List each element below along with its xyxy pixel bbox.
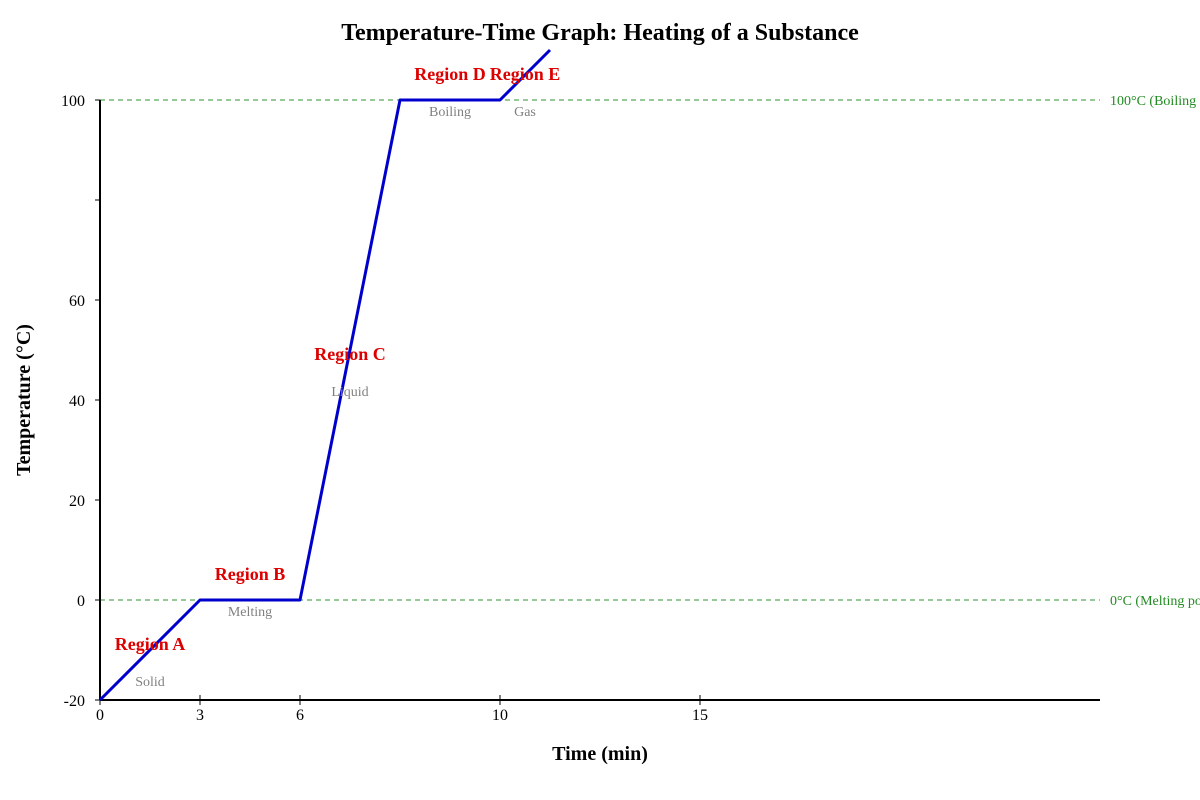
phase-label: Gas [514, 105, 536, 120]
region-label: Region B [215, 564, 286, 584]
reference-line-label: 0°C (Melting po [1110, 594, 1200, 609]
region-label: Region A [115, 634, 186, 654]
x-tick-label: 6 [296, 707, 304, 724]
y-tick-label: 100 [61, 93, 85, 110]
phase-label: Liquid [331, 385, 368, 400]
phase-label: Melting [228, 605, 272, 620]
x-axis-ticks: 0 3 6 10 15 [96, 695, 708, 724]
data-series [98, 48, 552, 702]
x-tick-label: 0 [96, 707, 104, 724]
phase-label: Solid [135, 675, 165, 690]
y-axis-ticks: -20 0 20 40 60 100 [61, 93, 100, 710]
x-tick-label: 15 [692, 707, 708, 724]
chart-title: Temperature-Time Graph: Heating of a Sub… [341, 20, 859, 46]
x-tick-label: 3 [196, 707, 204, 724]
phase-label: Boiling [429, 105, 471, 120]
series-line [98, 48, 552, 702]
y-tick-label: 60 [69, 293, 85, 310]
reference-line-label: 100°C (Boiling [1110, 94, 1196, 109]
region-label: Region E [490, 64, 561, 84]
y-tick-label: 0 [77, 593, 85, 610]
y-tick-label: 40 [69, 393, 85, 410]
reference-lines: 100°C (Boiling 0°C (Melting po [100, 94, 1200, 609]
y-axis-title: Temperature (°C) [13, 324, 35, 476]
region-label: Region D [414, 64, 486, 84]
y-tick-label: 20 [69, 493, 85, 510]
region-label: Region C [314, 344, 386, 364]
x-axis-title: Time (min) [552, 743, 648, 765]
region-annotations: Region A Solid Region B Melting Region C Liqu… [115, 64, 561, 690]
x-tick-label: 10 [492, 707, 508, 724]
y-tick-label: -20 [64, 693, 85, 710]
